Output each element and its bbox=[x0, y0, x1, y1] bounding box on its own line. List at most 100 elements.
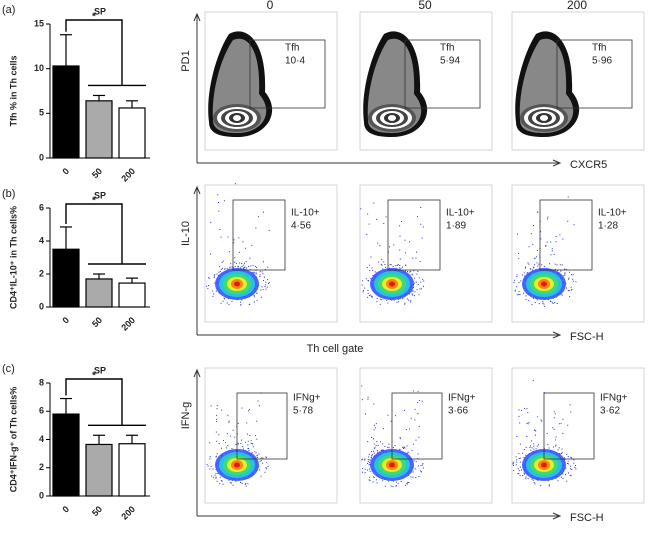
event-dot bbox=[418, 277, 420, 279]
event-dot bbox=[226, 302, 228, 304]
x-axis-label: CXCR5 bbox=[570, 159, 607, 171]
event-dot bbox=[243, 266, 245, 268]
event-dot bbox=[422, 226, 424, 228]
density-contour bbox=[234, 281, 240, 287]
event-dot bbox=[560, 293, 562, 295]
event-dot bbox=[513, 465, 515, 467]
event-dot bbox=[567, 290, 569, 292]
event-dot bbox=[365, 278, 367, 280]
event-dot bbox=[260, 460, 262, 462]
plot-frame bbox=[511, 184, 645, 323]
event-dot bbox=[522, 452, 524, 454]
event-dot bbox=[414, 291, 416, 293]
event-dot bbox=[385, 216, 387, 218]
event-dot bbox=[210, 253, 212, 255]
event-dot bbox=[420, 471, 422, 473]
event-dot bbox=[214, 282, 216, 284]
event-dot bbox=[537, 416, 539, 418]
event-dot bbox=[538, 263, 540, 265]
event-dot bbox=[570, 475, 572, 477]
event-dot bbox=[416, 289, 418, 291]
event-dot bbox=[559, 453, 561, 455]
event-dot bbox=[550, 254, 552, 256]
event-dot bbox=[216, 405, 218, 407]
event-dot bbox=[231, 266, 233, 268]
event-dot bbox=[366, 233, 368, 235]
event-dot bbox=[373, 202, 375, 204]
event-dot bbox=[235, 480, 237, 482]
event-dot bbox=[252, 271, 254, 273]
event-dot bbox=[242, 446, 244, 448]
event-dot bbox=[254, 265, 256, 267]
event-dot bbox=[364, 287, 366, 289]
event-dot bbox=[237, 442, 239, 444]
event-dot bbox=[241, 299, 243, 301]
event-dot bbox=[571, 457, 573, 459]
event-dot bbox=[255, 273, 257, 275]
event-dot bbox=[367, 296, 369, 298]
event-dot bbox=[404, 302, 406, 304]
density-contour bbox=[541, 462, 547, 468]
event-dot bbox=[412, 287, 414, 289]
event-dot bbox=[554, 268, 556, 270]
event-dot bbox=[420, 288, 422, 290]
event-dot bbox=[239, 262, 241, 264]
event-dot bbox=[419, 470, 421, 472]
event-dot bbox=[531, 304, 533, 306]
event-dot bbox=[571, 274, 573, 276]
event-dot bbox=[238, 237, 240, 239]
event-dot bbox=[521, 274, 523, 276]
event-dot bbox=[569, 271, 571, 273]
event-dot bbox=[257, 400, 259, 402]
event-dot bbox=[416, 251, 418, 253]
event-dot bbox=[384, 263, 386, 265]
event-dot bbox=[526, 422, 528, 424]
event-dot bbox=[372, 481, 374, 483]
x-tick-label: 200 bbox=[119, 166, 137, 184]
event-dot bbox=[409, 241, 411, 243]
event-dot bbox=[250, 440, 252, 442]
event-dot bbox=[402, 447, 404, 449]
event-dot bbox=[512, 463, 514, 465]
event-dot bbox=[373, 450, 375, 452]
event-dot bbox=[387, 414, 389, 416]
event-dot bbox=[414, 277, 416, 279]
gate-value: 10·4 bbox=[285, 56, 305, 67]
event-dot bbox=[515, 464, 517, 466]
event-dot bbox=[228, 251, 230, 253]
event-dot bbox=[528, 246, 530, 248]
event-dot bbox=[229, 482, 231, 484]
x-tick-label: 50 bbox=[90, 315, 104, 329]
event-dot bbox=[256, 420, 258, 422]
event-dot bbox=[411, 293, 413, 295]
event-dot bbox=[389, 264, 391, 266]
event-dot bbox=[390, 264, 392, 266]
event-dot bbox=[396, 481, 398, 483]
event-dot bbox=[532, 269, 534, 271]
event-dot bbox=[216, 418, 218, 420]
event-dot bbox=[368, 468, 370, 470]
event-dot bbox=[419, 288, 421, 290]
y-tick-label: 6 bbox=[39, 202, 44, 212]
gate-label: IL-10+ bbox=[446, 208, 475, 219]
event-dot bbox=[268, 282, 270, 284]
event-dot bbox=[371, 267, 373, 269]
event-dot bbox=[552, 427, 554, 429]
event-dot bbox=[264, 268, 266, 270]
event-dot bbox=[216, 414, 218, 416]
event-dot bbox=[248, 447, 250, 449]
event-dot bbox=[417, 465, 419, 467]
event-dot bbox=[523, 272, 525, 274]
event-dot bbox=[526, 272, 528, 274]
event-dot bbox=[216, 408, 218, 410]
event-dot bbox=[215, 290, 217, 292]
event-dot bbox=[560, 476, 562, 478]
event-dot bbox=[368, 456, 370, 458]
event-dot bbox=[246, 422, 248, 424]
event-dot bbox=[550, 300, 552, 302]
event-dot bbox=[393, 244, 395, 246]
event-dot bbox=[518, 252, 520, 254]
bar bbox=[85, 278, 113, 308]
event-dot bbox=[420, 465, 422, 467]
event-dot bbox=[408, 481, 410, 483]
